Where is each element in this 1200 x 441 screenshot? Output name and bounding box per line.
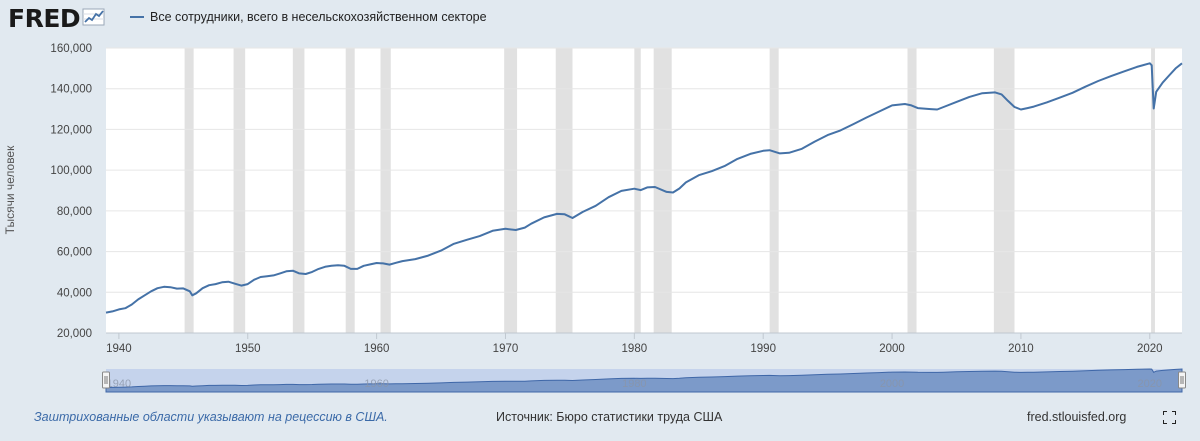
y-tick-label: 140,000 [50,84,92,96]
x-tick-label: 2020 [1137,343,1163,355]
recession-band [555,48,573,333]
navigator-series [105,368,1183,393]
y-tick-label: 60,000 [57,247,92,259]
x-tick-label: 2000 [879,343,905,355]
fred-logo[interactable]: FRED [8,5,106,32]
line-chart-icon [82,7,106,32]
recession-band [634,48,641,333]
y-tick-label: 160,000 [50,43,92,55]
recession-band [184,48,194,333]
recession-note: Заштрихованные области указывают на реце… [34,410,388,424]
chart-legend: Все сотрудники, всего в несельскохозяйст… [130,10,487,24]
recession-band [1151,48,1155,333]
navigator-tick-label: 1960 [364,378,388,390]
navigator-tick-label: 1940 [107,378,131,390]
navigator-tick-label: 1980 [622,378,646,390]
x-tick-label: 1980 [622,343,648,355]
source-label: Источник: Бюро статистики труда США [496,410,723,424]
x-tick-label: 2010 [1008,343,1034,355]
x-tick-label: 1960 [364,343,390,355]
y-tick-label: 20,000 [57,328,92,340]
recession-band [233,48,246,333]
y-tick-label: 80,000 [57,206,92,218]
plot-area [106,48,1182,333]
recession-band [345,48,355,333]
x-tick-label: 1950 [235,343,261,355]
y-tick-label: 120,000 [50,124,92,136]
recession-band [907,48,917,333]
series-line [105,62,1183,314]
navigator-tick-label: 2020 [1138,378,1162,390]
x-tick-label: 1940 [106,343,132,355]
x-tick-label: 1970 [493,343,519,355]
y-tick-label: 40,000 [57,287,92,299]
y-axis-title: Тысячи человек [3,145,17,235]
fullscreen-icon[interactable] [1162,410,1177,425]
navigator-handle-right[interactable] [1178,371,1186,389]
recession-band [769,48,779,333]
legend-label: Все сотрудники, всего в несельскохозяйст… [150,10,487,24]
navigator-tick-label: 2000 [880,378,904,390]
recession-band [504,48,518,333]
fred-logo-text: FRED [8,3,81,33]
recession-band [292,48,305,333]
navigator-handle-left[interactable] [102,371,110,389]
x-tick-label: 1990 [750,343,776,355]
site-link[interactable]: fred.stlouisfed.org [1027,410,1127,424]
recession-band [380,48,391,333]
legend-swatch [130,16,144,18]
recession-band [993,48,1015,333]
y-tick-label: 100,000 [50,165,92,177]
